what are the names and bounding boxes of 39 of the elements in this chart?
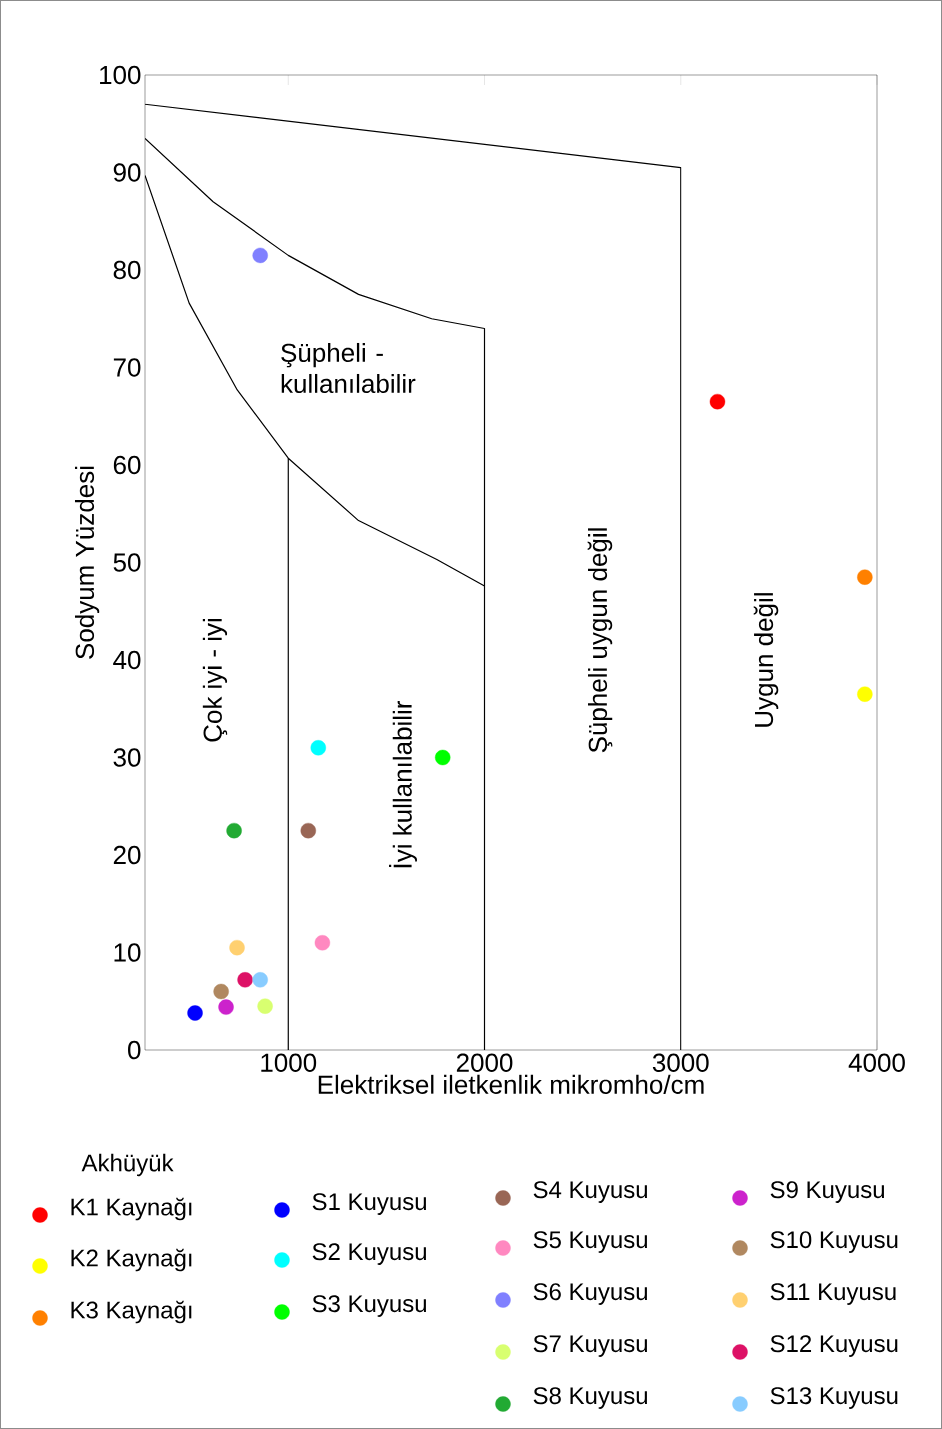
y-tick-label: 30 xyxy=(113,748,141,767)
y-tick-label: 0 xyxy=(128,1040,141,1060)
annotation: Uygun değil xyxy=(753,593,779,727)
x-tick-label: 3000 xyxy=(652,1053,709,1072)
annotation: Şüpheli - kullanılabilir xyxy=(281,342,416,394)
legend-label: S3 Kuyusu xyxy=(312,1295,426,1317)
legend-label: S5 Kuyusu xyxy=(533,1231,647,1253)
legend-label: S10 Kuyusu xyxy=(770,1231,898,1253)
legend-label: S9 Kuyusu xyxy=(770,1181,884,1203)
legend-label: S1 Kuyusu xyxy=(312,1193,426,1215)
y-tick-label: 90 xyxy=(113,163,141,182)
legend-label: S11 Kuyusu xyxy=(770,1283,896,1305)
y-tick-label: 80 xyxy=(113,260,141,280)
legend-label: S8 Kuyusu xyxy=(533,1387,647,1409)
y-tick-label: 70 xyxy=(113,358,141,377)
y-tick-label: 100 xyxy=(100,65,141,85)
x-tick-label: 1000 xyxy=(261,1053,317,1072)
y-tick-label: 20 xyxy=(113,845,141,865)
legend-label: S7 Kuyusu xyxy=(533,1335,647,1357)
legend-label: S2 Kuyusu xyxy=(312,1243,426,1265)
legend-label: S4 Kuyusu xyxy=(533,1181,647,1203)
annotation: İyi kullanılabilir xyxy=(389,700,417,868)
x-tick-label: 2000 xyxy=(456,1053,513,1072)
legend-label: S13 Kuyusu xyxy=(770,1387,898,1409)
legend-label: K2 Kaynağı xyxy=(71,1248,192,1272)
legend-label: K3 Kaynağı xyxy=(71,1300,192,1324)
x-tick-label: 4000 xyxy=(848,1053,905,1072)
y-tick-label: 10 xyxy=(114,943,141,962)
legend-label: K1 Kaynağı xyxy=(71,1197,192,1221)
y-tick-label: 40 xyxy=(113,650,141,670)
legend-label: S12 Kuyusu xyxy=(770,1335,898,1357)
y-tick-label: 60 xyxy=(113,455,141,475)
y-axis-title: Sodyum Yüzdesi xyxy=(74,466,100,659)
annotation: Çok iyi - iyi xyxy=(202,618,228,742)
y-tick-label: 50 xyxy=(113,553,141,572)
annotation: Şüpheli uygun değil xyxy=(587,528,613,753)
x-axis-title: Elektriksel iletkenlik mikromho/cm xyxy=(318,1074,704,1094)
legend-label: S6 Kuyusu xyxy=(533,1283,647,1305)
legend-title: Akhüyük xyxy=(81,1153,174,1177)
